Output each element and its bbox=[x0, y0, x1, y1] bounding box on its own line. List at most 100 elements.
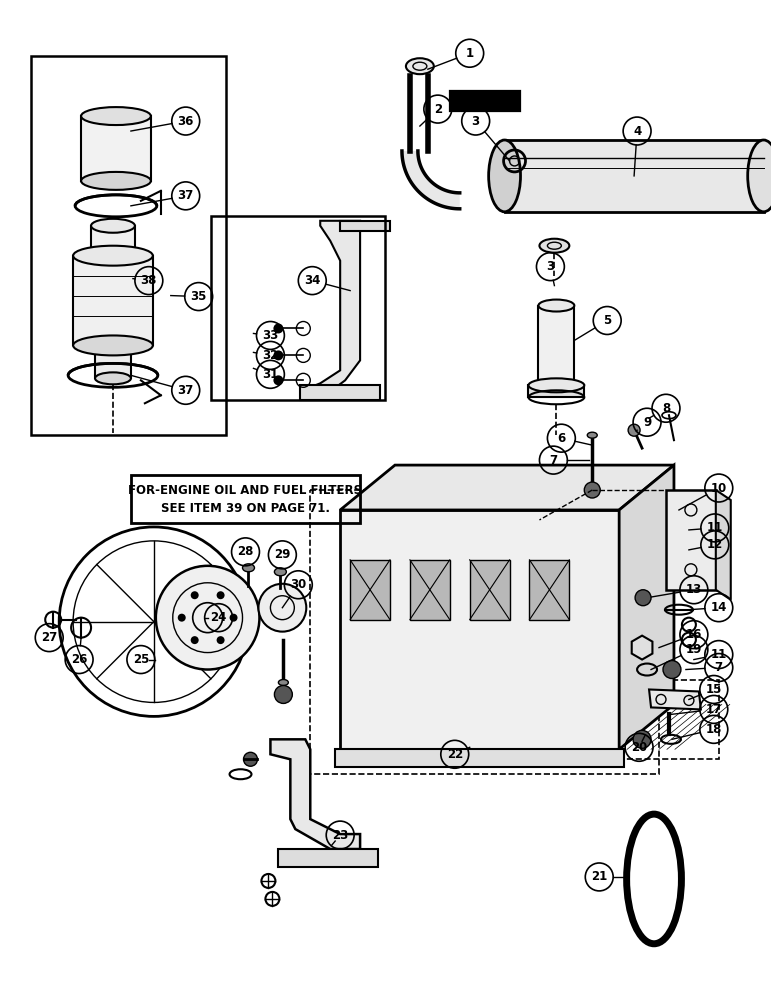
Ellipse shape bbox=[91, 219, 135, 233]
Text: 27: 27 bbox=[41, 631, 57, 644]
Bar bbox=[350, 560, 390, 620]
Polygon shape bbox=[315, 221, 360, 395]
Circle shape bbox=[217, 591, 225, 599]
Text: 34: 34 bbox=[304, 274, 320, 287]
Ellipse shape bbox=[242, 564, 255, 572]
Circle shape bbox=[273, 350, 283, 360]
Ellipse shape bbox=[81, 107, 151, 125]
Text: 9: 9 bbox=[643, 416, 652, 429]
Text: 33: 33 bbox=[262, 329, 279, 342]
Text: 31: 31 bbox=[262, 368, 279, 381]
Ellipse shape bbox=[73, 246, 153, 266]
Text: 29: 29 bbox=[274, 548, 290, 561]
Text: 37: 37 bbox=[178, 189, 194, 202]
Bar bbox=[95, 350, 131, 378]
Ellipse shape bbox=[279, 680, 289, 685]
Text: 8: 8 bbox=[662, 402, 670, 415]
Ellipse shape bbox=[538, 300, 574, 312]
Bar bbox=[279, 849, 378, 867]
Text: FOR-ENGINE OIL AND FUEL FILTERS
SEE ITEM 39 ON PAGE 71.: FOR-ENGINE OIL AND FUEL FILTERS SEE ITEM… bbox=[128, 484, 363, 515]
Bar bbox=[666, 490, 716, 590]
Text: 21: 21 bbox=[591, 870, 608, 883]
Text: 28: 28 bbox=[237, 545, 254, 558]
Ellipse shape bbox=[73, 335, 153, 355]
Circle shape bbox=[273, 375, 283, 385]
Text: 37: 37 bbox=[178, 384, 194, 397]
Ellipse shape bbox=[81, 172, 151, 190]
Circle shape bbox=[274, 685, 293, 703]
Text: 32: 32 bbox=[262, 349, 279, 362]
Text: 12: 12 bbox=[706, 538, 723, 551]
Bar bbox=[410, 560, 450, 620]
Text: 38: 38 bbox=[141, 274, 157, 287]
Text: 19: 19 bbox=[686, 643, 702, 656]
Circle shape bbox=[628, 424, 640, 436]
Circle shape bbox=[273, 323, 283, 333]
Text: 16: 16 bbox=[686, 628, 702, 641]
Polygon shape bbox=[619, 465, 674, 749]
Ellipse shape bbox=[489, 140, 520, 212]
Ellipse shape bbox=[274, 568, 286, 576]
Circle shape bbox=[584, 482, 600, 498]
Circle shape bbox=[259, 584, 306, 632]
Text: 2: 2 bbox=[434, 103, 442, 116]
Bar bbox=[73, 256, 153, 345]
Text: 26: 26 bbox=[71, 653, 87, 666]
Polygon shape bbox=[402, 151, 460, 209]
Text: 7: 7 bbox=[715, 661, 723, 674]
Text: 30: 30 bbox=[290, 578, 306, 591]
Polygon shape bbox=[270, 739, 360, 849]
Ellipse shape bbox=[406, 58, 434, 74]
Ellipse shape bbox=[95, 372, 131, 384]
Bar bbox=[505, 140, 764, 212]
Bar bbox=[131, 475, 360, 523]
Text: 4: 4 bbox=[633, 125, 642, 138]
Ellipse shape bbox=[748, 140, 772, 212]
Text: 11: 11 bbox=[706, 521, 723, 534]
Circle shape bbox=[191, 636, 198, 644]
Text: 36: 36 bbox=[178, 115, 194, 128]
Text: 18: 18 bbox=[706, 723, 722, 736]
Text: 5: 5 bbox=[603, 314, 611, 327]
Circle shape bbox=[178, 614, 186, 622]
Bar bbox=[32, 56, 225, 435]
Bar bbox=[469, 560, 510, 620]
Text: 10: 10 bbox=[711, 482, 727, 495]
Bar bbox=[340, 510, 619, 749]
Text: 6: 6 bbox=[557, 432, 566, 445]
Text: 22: 22 bbox=[447, 748, 463, 761]
Bar bbox=[529, 385, 584, 397]
Text: 7: 7 bbox=[550, 454, 557, 467]
Bar bbox=[81, 116, 151, 181]
Text: 24: 24 bbox=[211, 611, 227, 624]
Text: 13: 13 bbox=[686, 583, 702, 596]
Circle shape bbox=[243, 752, 258, 766]
Text: 3: 3 bbox=[472, 115, 479, 128]
Bar bbox=[211, 216, 385, 400]
Ellipse shape bbox=[587, 432, 598, 438]
Text: 23: 23 bbox=[332, 829, 348, 842]
Bar bbox=[335, 749, 624, 767]
Text: 11: 11 bbox=[711, 648, 727, 661]
Text: 15: 15 bbox=[706, 683, 722, 696]
Circle shape bbox=[229, 614, 238, 622]
Bar bbox=[310, 490, 659, 774]
Bar bbox=[530, 560, 569, 620]
Circle shape bbox=[635, 590, 651, 606]
Bar bbox=[460, 93, 514, 109]
Polygon shape bbox=[300, 385, 380, 400]
Circle shape bbox=[156, 566, 259, 670]
Bar bbox=[619, 680, 719, 759]
Polygon shape bbox=[340, 221, 390, 231]
Ellipse shape bbox=[529, 378, 584, 392]
Text: 35: 35 bbox=[191, 290, 207, 303]
Text: 1: 1 bbox=[466, 47, 474, 60]
Text: 14: 14 bbox=[710, 601, 727, 614]
Polygon shape bbox=[716, 490, 731, 600]
Text: 25: 25 bbox=[133, 653, 149, 666]
Text: 20: 20 bbox=[631, 741, 647, 754]
Text: 3: 3 bbox=[547, 260, 554, 273]
Ellipse shape bbox=[540, 239, 569, 253]
Bar bbox=[538, 306, 574, 385]
Circle shape bbox=[191, 591, 198, 599]
